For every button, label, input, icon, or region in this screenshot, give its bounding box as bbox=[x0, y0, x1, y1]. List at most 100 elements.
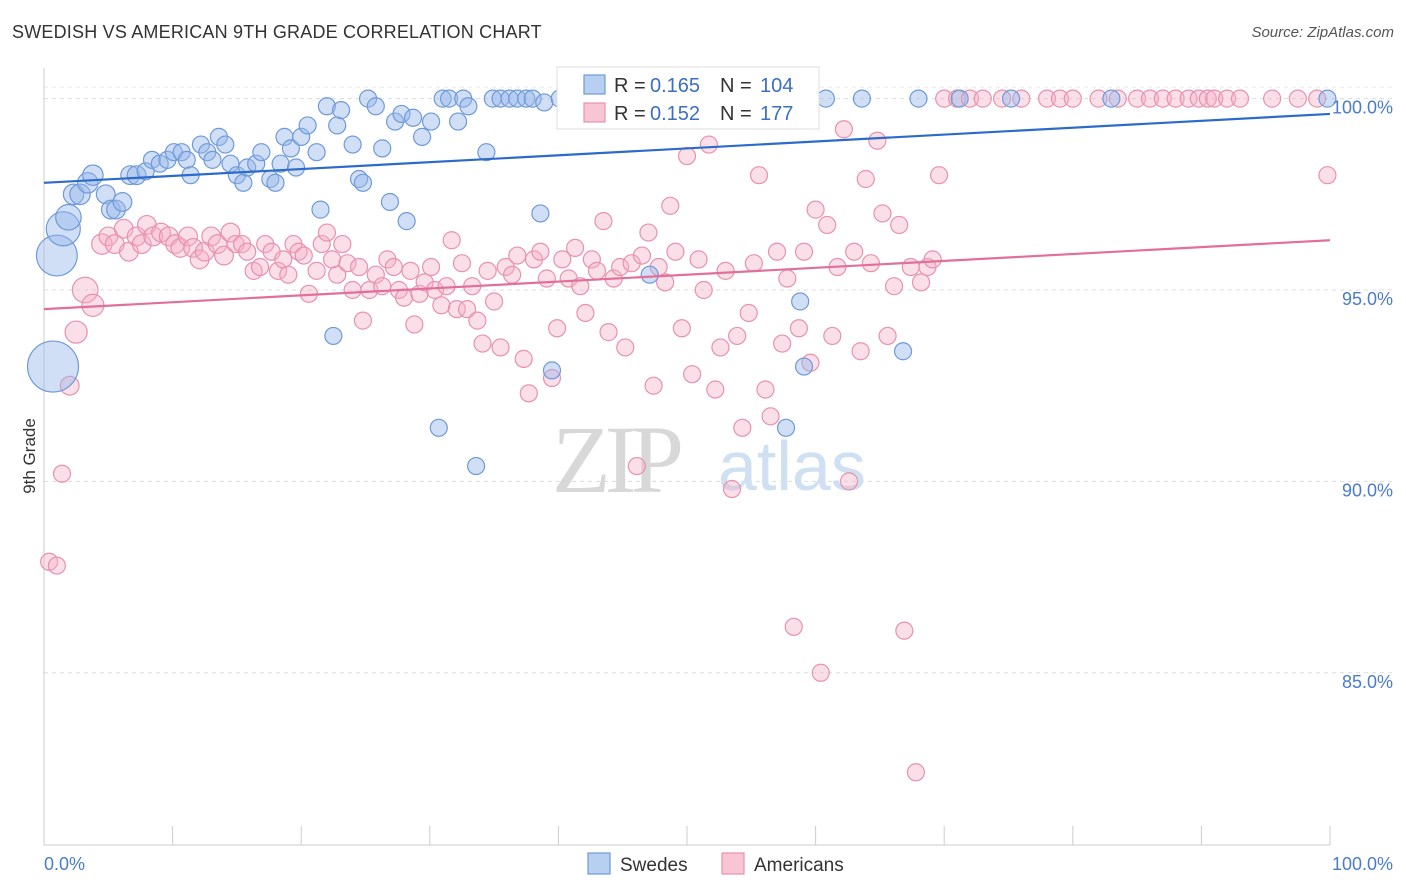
x-ticks bbox=[43, 826, 1331, 845]
swedes-point bbox=[373, 139, 392, 158]
y-tick-labels: 85.0% 90.0% 95.0% 100.0% bbox=[1332, 98, 1393, 692]
americans-point bbox=[178, 226, 198, 247]
americans-point bbox=[661, 196, 680, 215]
americans-point bbox=[64, 320, 88, 344]
y-tick-label: 95.0% bbox=[1342, 289, 1393, 309]
legend-r-swedes: 0.165 bbox=[650, 75, 700, 97]
source-note: Source: ZipAtlas.com bbox=[1251, 24, 1394, 41]
americans-point bbox=[818, 215, 837, 235]
americans-point bbox=[960, 89, 980, 108]
americans-point bbox=[861, 254, 880, 273]
americans-point bbox=[1037, 89, 1057, 108]
americans-point bbox=[519, 384, 538, 403]
legend-r-label-americans: R = bbox=[614, 103, 646, 125]
legend-swatch-americans bbox=[583, 102, 606, 123]
americans-point bbox=[632, 246, 652, 265]
americans-point bbox=[183, 237, 204, 258]
swedes-point bbox=[412, 127, 432, 146]
americans-points bbox=[40, 89, 1337, 782]
legend-n-americans: 177 bbox=[760, 103, 793, 125]
americans-point bbox=[542, 368, 562, 388]
swedes-point bbox=[397, 212, 416, 231]
americans-point bbox=[784, 617, 803, 636]
swedes-point bbox=[203, 150, 222, 169]
swedes-point bbox=[893, 342, 913, 361]
americans-point bbox=[294, 246, 313, 265]
americans-point bbox=[307, 261, 326, 280]
americans-point bbox=[1127, 89, 1147, 108]
swedes-point bbox=[343, 135, 362, 154]
americans-point bbox=[343, 280, 362, 300]
americans-point bbox=[452, 254, 472, 273]
swedes-point bbox=[448, 112, 468, 131]
americans-point bbox=[131, 234, 152, 255]
americans-point bbox=[457, 300, 477, 319]
americans-point bbox=[1218, 89, 1237, 108]
swedes-point bbox=[466, 456, 486, 476]
y-tick-label: 100.0% bbox=[1332, 98, 1393, 118]
americans-point bbox=[733, 418, 752, 437]
americans-point bbox=[666, 242, 685, 261]
americans-point bbox=[491, 338, 510, 357]
swedes-point bbox=[286, 158, 306, 177]
swedes-point bbox=[317, 97, 337, 116]
americans-point bbox=[906, 763, 926, 782]
americans-point bbox=[322, 250, 342, 269]
americans-point bbox=[744, 254, 763, 273]
americans-point bbox=[279, 265, 298, 284]
americans-point bbox=[834, 120, 853, 139]
americans-point bbox=[873, 204, 892, 223]
americans-point bbox=[503, 265, 522, 284]
swedes-point bbox=[421, 112, 441, 131]
y-tick-label: 85.0% bbox=[1342, 672, 1393, 692]
americans-point bbox=[895, 621, 914, 640]
americans-point bbox=[767, 242, 787, 261]
americans-point bbox=[1230, 89, 1250, 108]
swedes-point bbox=[106, 199, 126, 220]
swedes-point bbox=[82, 164, 104, 186]
legend-n-swedes: 104 bbox=[760, 75, 793, 97]
swedes-point bbox=[403, 108, 423, 127]
americans-point bbox=[1089, 89, 1108, 108]
americans-point bbox=[1198, 89, 1217, 108]
swedes-point bbox=[1318, 89, 1337, 108]
americans-point bbox=[935, 89, 954, 108]
americans-point bbox=[706, 380, 725, 399]
americans-point bbox=[1153, 89, 1172, 108]
americans-point bbox=[201, 226, 222, 247]
swedes-point bbox=[517, 89, 536, 108]
americans-point bbox=[890, 215, 909, 235]
americans-point bbox=[845, 242, 864, 261]
americans-point bbox=[716, 261, 735, 280]
swedes-point bbox=[177, 150, 196, 169]
swedes-point bbox=[307, 143, 326, 162]
americans-point bbox=[338, 254, 357, 273]
americans-point bbox=[694, 280, 713, 300]
americans-point bbox=[514, 349, 533, 368]
swedes-point bbox=[794, 357, 814, 376]
swedes-point bbox=[531, 204, 550, 223]
americans-trend-line bbox=[43, 239, 1331, 311]
americans-point bbox=[728, 326, 747, 346]
americans-point bbox=[1140, 89, 1160, 108]
americans-point bbox=[773, 334, 792, 353]
americans-point bbox=[238, 242, 257, 261]
swedes-point bbox=[535, 93, 554, 112]
swedes-point bbox=[95, 184, 116, 205]
americans-point bbox=[756, 380, 775, 399]
bottom-legend-americans: Americans bbox=[754, 855, 844, 876]
americans-point bbox=[52, 464, 72, 483]
americans-point bbox=[473, 334, 492, 353]
americans-point bbox=[1108, 89, 1127, 108]
americans-point bbox=[622, 254, 641, 273]
americans-point bbox=[508, 246, 527, 265]
americans-point bbox=[571, 277, 590, 296]
americans-point bbox=[268, 261, 288, 280]
swedes-point bbox=[136, 162, 155, 181]
swedes-point bbox=[69, 183, 91, 206]
americans-point bbox=[794, 242, 814, 261]
americans-point bbox=[317, 223, 337, 242]
americans-point bbox=[644, 376, 663, 395]
swedes-point bbox=[328, 116, 347, 135]
americans-point bbox=[531, 242, 550, 261]
